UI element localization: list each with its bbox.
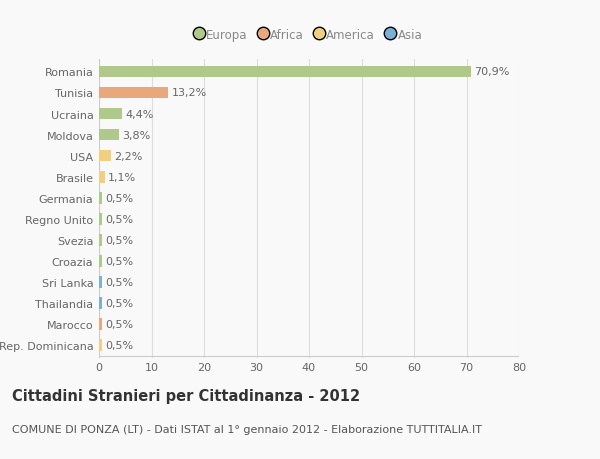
Text: 0,5%: 0,5%	[105, 214, 133, 224]
Text: 0,5%: 0,5%	[105, 235, 133, 246]
Bar	[99, 340, 101, 351]
Bar	[99, 256, 101, 267]
Bar	[99, 172, 105, 183]
Text: 0,5%: 0,5%	[105, 341, 133, 350]
Text: 0,5%: 0,5%	[105, 277, 133, 287]
Text: COMUNE DI PONZA (LT) - Dati ISTAT al 1° gennaio 2012 - Elaborazione TUTTITALIA.I: COMUNE DI PONZA (LT) - Dati ISTAT al 1° …	[12, 425, 482, 435]
Text: 4,4%: 4,4%	[125, 109, 154, 119]
Bar	[99, 67, 471, 78]
Text: 1,1%: 1,1%	[108, 172, 136, 182]
Text: 0,5%: 0,5%	[105, 257, 133, 266]
Legend: Europa, Africa, America, Asia: Europa, Africa, America, Asia	[196, 29, 422, 42]
Text: 2,2%: 2,2%	[114, 151, 142, 161]
Bar	[99, 213, 101, 225]
Bar	[99, 297, 101, 309]
Bar	[99, 277, 101, 288]
Text: 0,5%: 0,5%	[105, 319, 133, 330]
Bar	[99, 193, 101, 204]
Bar	[99, 88, 168, 99]
Bar	[99, 235, 101, 246]
Text: Cittadini Stranieri per Cittadinanza - 2012: Cittadini Stranieri per Cittadinanza - 2…	[12, 388, 360, 403]
Bar	[99, 151, 110, 162]
Text: 0,5%: 0,5%	[105, 193, 133, 203]
Bar	[99, 108, 122, 120]
Text: 3,8%: 3,8%	[122, 130, 151, 140]
Bar	[99, 129, 119, 141]
Text: 70,9%: 70,9%	[475, 67, 510, 77]
Text: 0,5%: 0,5%	[105, 298, 133, 308]
Bar	[99, 319, 101, 330]
Text: 13,2%: 13,2%	[172, 88, 206, 98]
